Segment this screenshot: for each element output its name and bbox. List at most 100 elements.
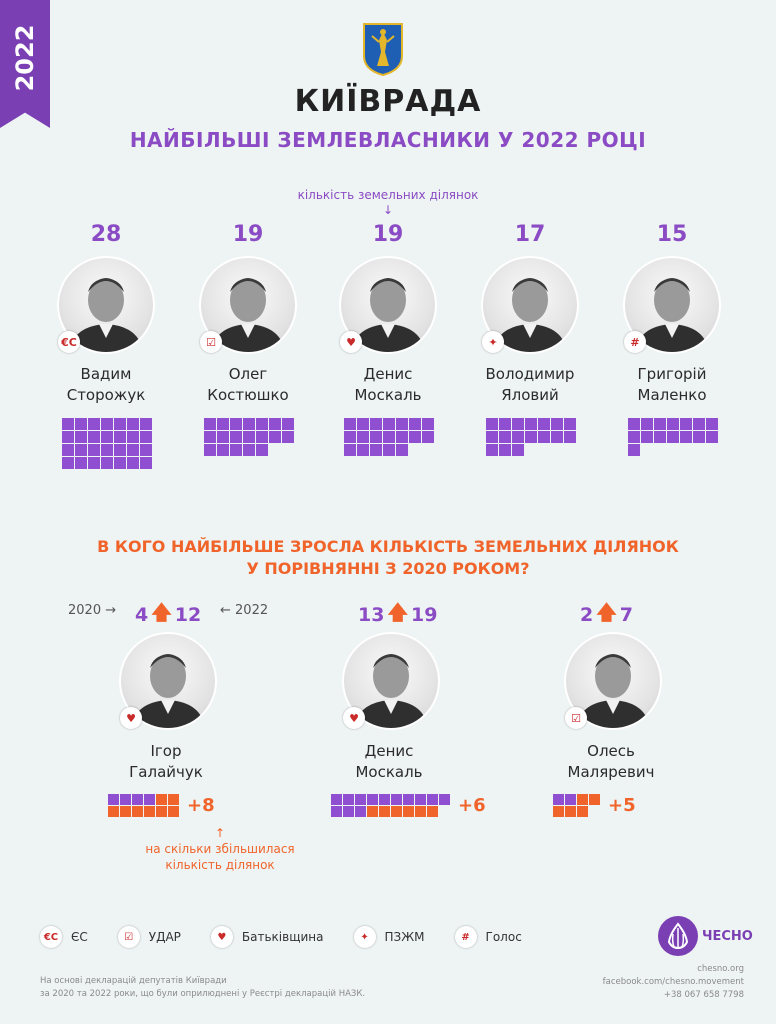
new-plot-square [415, 806, 426, 817]
plot-square [88, 418, 100, 430]
plot-square [114, 457, 126, 469]
plot-square [344, 418, 356, 430]
plot-square [538, 431, 550, 443]
increase-value: +8 [187, 795, 215, 816]
plot-square [525, 431, 537, 443]
plot-square [101, 418, 113, 430]
plots-grid [344, 418, 434, 456]
plot-square [88, 457, 100, 469]
new-plot-square [391, 806, 402, 817]
deputy-name: Олесь Маляревич [546, 741, 676, 783]
landowner-count: 17 [470, 222, 590, 247]
plot-square [127, 457, 139, 469]
party-badge-icon: ✦ [354, 926, 376, 948]
arrow-up-icon: 🡅 [151, 598, 172, 632]
plot-square [409, 418, 421, 430]
growth-question: В КОГО НАЙБІЛЬШЕ ЗРОСЛА КІЛЬКІСТЬ ЗЕМЕЛЬ… [0, 536, 776, 580]
plot-row [108, 794, 179, 805]
new-plot-square [168, 806, 179, 817]
plots-row: +8 [108, 794, 215, 817]
plot-square [88, 431, 100, 443]
plot-square [62, 444, 74, 456]
plot-square [140, 418, 152, 430]
count-2022: 12 [175, 604, 201, 626]
page-subtitle: НАЙБІЛЬШІ ЗЕМЛЕВЛАСНИКИ У 2022 РОЦІ [0, 128, 776, 152]
contact-phone: +38 067 658 7798 [603, 989, 744, 1002]
plot-square [269, 431, 281, 443]
plot-square [101, 431, 113, 443]
plot-square [75, 418, 87, 430]
page-title: КИЇВРАДА [0, 84, 776, 119]
legend-label: ПЗЖМ [385, 930, 425, 944]
brand-name: ЧЕСНО [702, 929, 753, 944]
plot-square [344, 444, 356, 456]
plots-grid [62, 418, 152, 469]
plot-square [127, 418, 139, 430]
plot-square [512, 418, 524, 430]
plot-square [396, 444, 408, 456]
plot-square [230, 418, 242, 430]
plot-square [512, 431, 524, 443]
count-2022: 7 [620, 604, 633, 626]
old-plot-square [367, 794, 378, 805]
last-name: Москаль [323, 385, 453, 406]
plot-square [370, 418, 382, 430]
new-plot-square [403, 806, 414, 817]
old-plot-square [343, 806, 354, 817]
year-2022-label: ← 2022 [220, 603, 268, 618]
plot-square [409, 431, 421, 443]
increase-note-line2: кількість ділянок [130, 857, 310, 873]
plots-grid [486, 418, 576, 456]
plot-square [486, 418, 498, 430]
new-plot-square [367, 806, 378, 817]
new-plot-square [565, 806, 576, 817]
plot-square [680, 418, 692, 430]
last-name: Маляревич [546, 762, 676, 783]
source-line1: На основі декларацій депутатів Київради [40, 975, 365, 988]
chesno-logo: ЧЕСНО [658, 916, 753, 956]
first-name: Олег [183, 364, 313, 385]
legend-label: Голос [486, 930, 522, 944]
new-plot-square [553, 806, 564, 817]
new-plot-square [589, 794, 600, 805]
plot-square [256, 431, 268, 443]
plot-square [230, 431, 242, 443]
plot-square [114, 444, 126, 456]
plot-square [357, 431, 369, 443]
new-plot-square [168, 794, 179, 805]
new-plot-square [120, 806, 131, 817]
legend-label: Батьківщина [242, 930, 324, 944]
party-badge-icon: ☑ [565, 707, 587, 729]
plot-square [140, 444, 152, 456]
plot-square [564, 418, 576, 430]
first-name: Олесь [546, 741, 676, 762]
plot-square [641, 418, 653, 430]
increase-value: +6 [458, 795, 486, 816]
plots-bars [553, 794, 600, 817]
plot-square [422, 431, 434, 443]
landowner-name: Олег Костюшко [183, 364, 313, 406]
plot-square [204, 444, 216, 456]
party-badge-icon: ♥ [120, 707, 142, 729]
new-plot-square [156, 806, 167, 817]
party-legend: €С ЄС ☑ УДАР ♥ Батьківщина ✦ ПЗЖМ # Голос [40, 926, 522, 948]
source-line2: за 2020 та 2022 роки, що були оприлюднен… [40, 988, 365, 1001]
plot-square [628, 418, 640, 430]
arrow-up-icon: ↑ [130, 825, 310, 841]
growth-question-line2: У ПОРІВНЯННІ З 2020 РОКОМ? [0, 558, 776, 580]
plot-square [101, 444, 113, 456]
increase-note: ↑ на скільки збільшилася кількість ділян… [130, 825, 310, 873]
new-plot-square [577, 806, 588, 817]
landowner-name: Вадим Сторожук [41, 364, 171, 406]
last-name: Галайчук [101, 762, 231, 783]
landowner-name: Григорій Маленко [607, 364, 737, 406]
arrow-up-icon: 🡅 [596, 598, 617, 632]
deputy-name: Ігор Галайчук [101, 741, 231, 783]
old-plot-square [439, 794, 450, 805]
first-name: Денис [324, 741, 454, 762]
plot-square [654, 431, 666, 443]
old-plot-square [355, 806, 366, 817]
plot-square [230, 444, 242, 456]
old-plot-square [343, 794, 354, 805]
landowner-count: 28 [46, 222, 166, 247]
